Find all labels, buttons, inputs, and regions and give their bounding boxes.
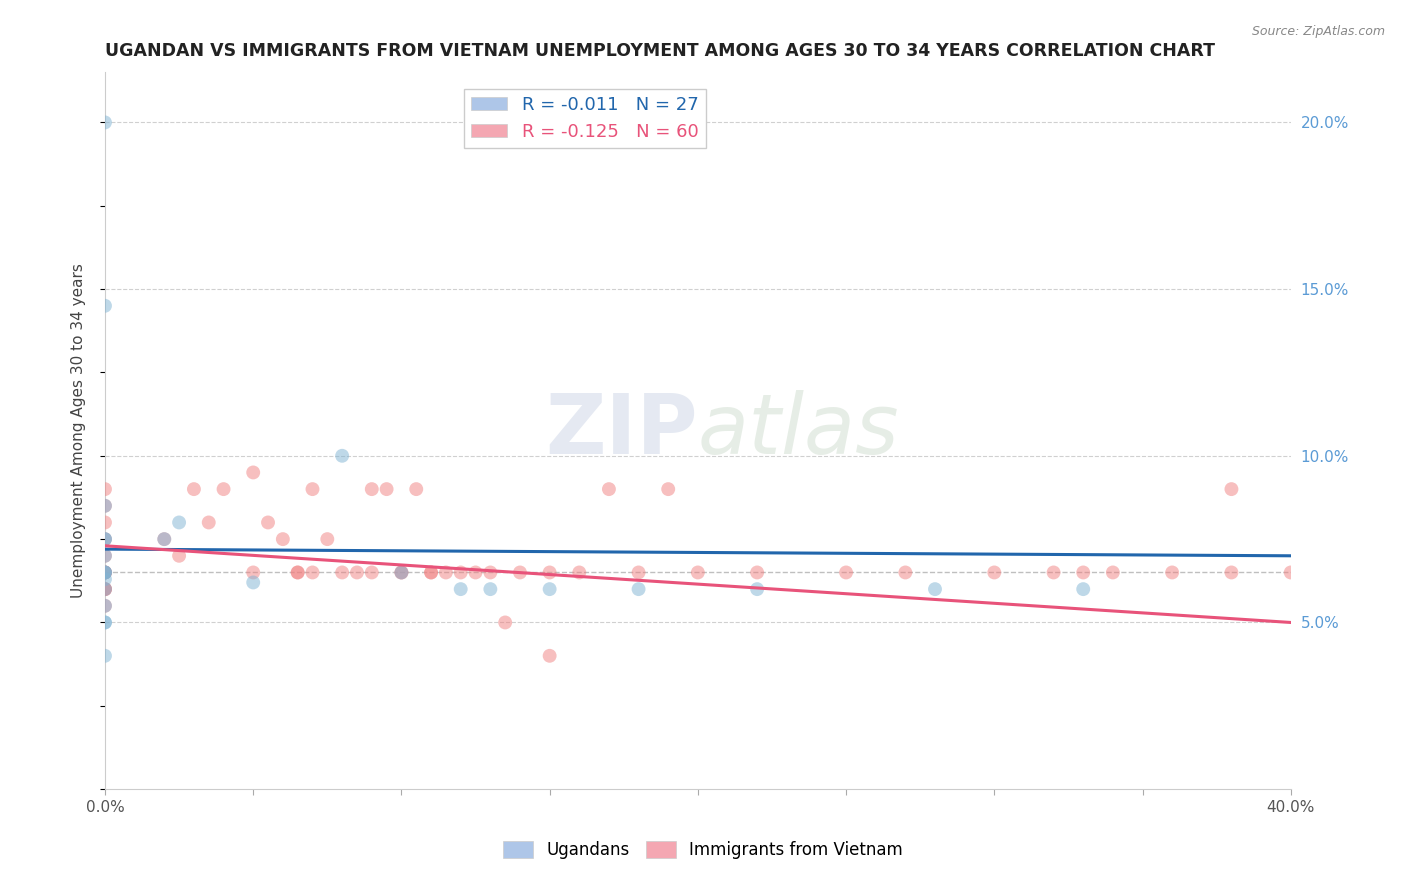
- Point: [94, 499, 117, 513]
- Point: [94, 566, 117, 580]
- Point: [1042, 566, 1064, 580]
- Point: [94, 566, 117, 580]
- Point: [287, 566, 309, 580]
- Point: [94, 599, 117, 613]
- Point: [375, 482, 398, 496]
- Point: [242, 575, 264, 590]
- Point: [94, 499, 117, 513]
- Point: [835, 566, 858, 580]
- Point: [1279, 566, 1302, 580]
- Text: UGANDAN VS IMMIGRANTS FROM VIETNAM UNEMPLOYMENT AMONG AGES 30 TO 34 YEARS CORREL: UGANDAN VS IMMIGRANTS FROM VIETNAM UNEMP…: [105, 42, 1215, 60]
- Point: [94, 566, 117, 580]
- Point: [212, 482, 235, 496]
- Point: [464, 566, 486, 580]
- Point: [747, 566, 769, 580]
- Point: [94, 615, 117, 630]
- Point: [257, 516, 280, 530]
- Point: [391, 566, 413, 580]
- Point: [94, 599, 117, 613]
- Point: [360, 566, 382, 580]
- Point: [94, 532, 117, 546]
- Point: [894, 566, 917, 580]
- Point: [94, 516, 117, 530]
- Point: [94, 115, 117, 129]
- Point: [391, 566, 413, 580]
- Point: [94, 532, 117, 546]
- Text: ZIP: ZIP: [546, 391, 697, 471]
- Point: [1102, 566, 1125, 580]
- Point: [420, 566, 443, 580]
- Point: [657, 482, 679, 496]
- Point: [197, 516, 219, 530]
- Text: atlas: atlas: [697, 391, 900, 471]
- Point: [1220, 482, 1243, 496]
- Point: [94, 566, 117, 580]
- Point: [94, 299, 117, 313]
- Point: [405, 482, 427, 496]
- Point: [1161, 566, 1184, 580]
- Point: [1071, 582, 1094, 596]
- Point: [686, 566, 709, 580]
- Point: [346, 566, 368, 580]
- Point: [568, 566, 591, 580]
- Point: [153, 532, 176, 546]
- Point: [94, 582, 117, 596]
- Point: [94, 648, 117, 663]
- Point: [94, 582, 117, 596]
- Point: [627, 582, 650, 596]
- Point: [360, 482, 382, 496]
- Point: [301, 566, 323, 580]
- Point: [242, 566, 264, 580]
- Point: [94, 549, 117, 563]
- Point: [1220, 566, 1243, 580]
- Point: [301, 482, 323, 496]
- Point: [94, 615, 117, 630]
- Point: [391, 566, 413, 580]
- Y-axis label: Unemployment Among Ages 30 to 34 years: Unemployment Among Ages 30 to 34 years: [72, 263, 86, 599]
- Point: [94, 482, 117, 496]
- Point: [538, 648, 561, 663]
- Point: [538, 566, 561, 580]
- Point: [330, 449, 353, 463]
- Point: [316, 532, 339, 546]
- Point: [924, 582, 946, 596]
- Point: [509, 566, 531, 580]
- Point: [94, 532, 117, 546]
- Point: [1071, 566, 1094, 580]
- Point: [434, 566, 457, 580]
- Point: [94, 566, 117, 580]
- Point: [983, 566, 1005, 580]
- Legend: Ugandans, Immigrants from Vietnam: Ugandans, Immigrants from Vietnam: [496, 834, 910, 866]
- Point: [627, 566, 650, 580]
- Point: [330, 566, 353, 580]
- Point: [271, 532, 294, 546]
- Point: [242, 466, 264, 480]
- Point: [479, 582, 502, 596]
- Point: [94, 566, 117, 580]
- Point: [450, 566, 472, 580]
- Point: [479, 566, 502, 580]
- Point: [167, 516, 190, 530]
- Point: [538, 582, 561, 596]
- Point: [747, 582, 769, 596]
- Point: [94, 549, 117, 563]
- Point: [183, 482, 205, 496]
- Point: [494, 615, 516, 630]
- Point: [450, 582, 472, 596]
- Point: [94, 582, 117, 596]
- Point: [420, 566, 443, 580]
- Text: Source: ZipAtlas.com: Source: ZipAtlas.com: [1251, 25, 1385, 38]
- Legend: R = -0.011   N = 27, R = -0.125   N = 60: R = -0.011 N = 27, R = -0.125 N = 60: [464, 88, 706, 148]
- Point: [94, 572, 117, 586]
- Point: [598, 482, 620, 496]
- Point: [94, 582, 117, 596]
- Point: [167, 549, 190, 563]
- Point: [153, 532, 176, 546]
- Point: [287, 566, 309, 580]
